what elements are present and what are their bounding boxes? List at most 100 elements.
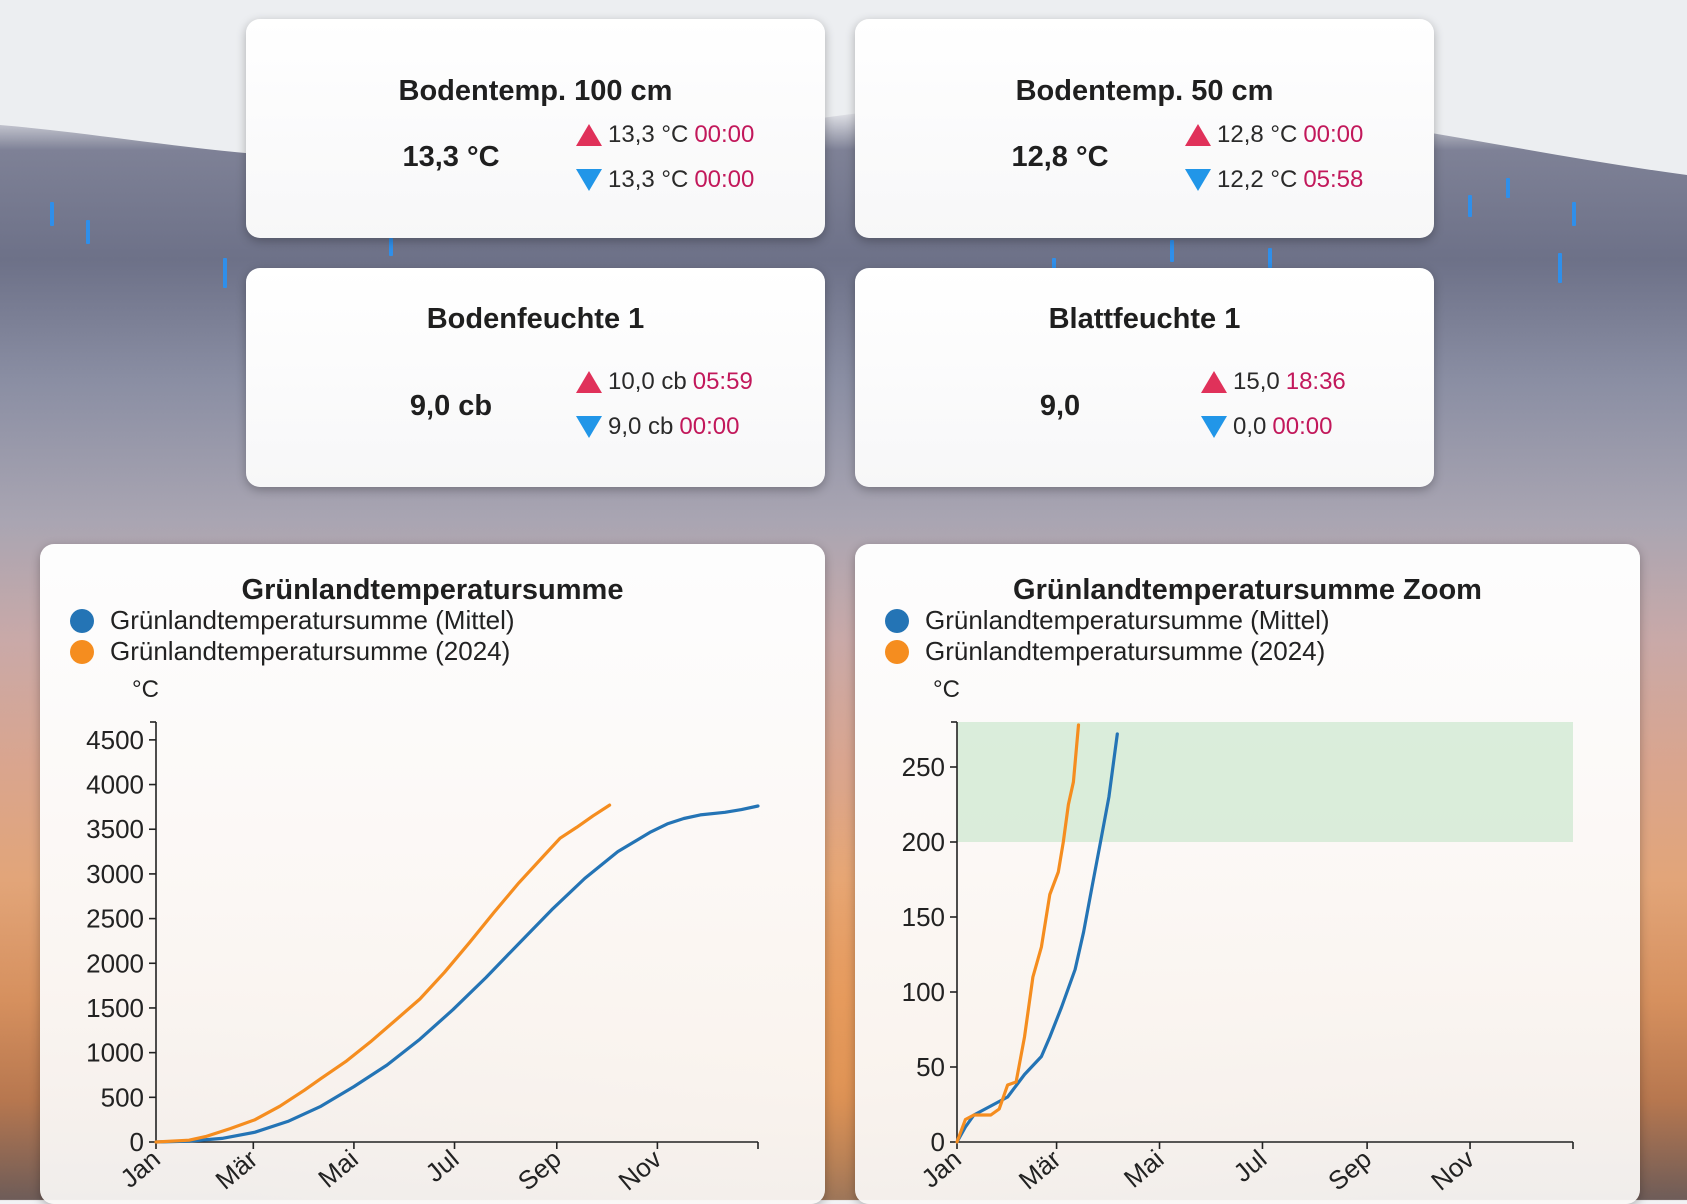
x-tick-label: Mai xyxy=(312,1144,363,1194)
circle-icon xyxy=(70,608,94,633)
current-value: 9,0 cb xyxy=(409,390,493,422)
y-tick-label: 50 xyxy=(916,1052,945,1082)
current-value: 9,0 xyxy=(1039,390,1081,422)
soil-moisture-card[interactable]: Bodenfeuchte 1 9,0 cb 10,0 cb 05:59 9,0 … xyxy=(246,268,825,487)
min-row: 13,3 °C 00:00 xyxy=(576,166,754,194)
min-row: 0,0 00:00 xyxy=(1201,413,1332,441)
max-value: 13,3 °C xyxy=(608,121,689,148)
rain-mark xyxy=(389,238,393,256)
x-tick-label: Mär xyxy=(1013,1143,1067,1195)
legend-item-2024[interactable]: Grünlandtemperatursumme (2024) xyxy=(70,636,515,667)
y-axis-unit: °C xyxy=(132,676,159,703)
triangle-down-icon xyxy=(1185,169,1211,191)
x-tick-label: Sep xyxy=(1322,1144,1377,1197)
circle-icon xyxy=(885,608,909,633)
x-tick-label: Jan xyxy=(114,1144,165,1194)
y-tick-label: 4500 xyxy=(86,725,144,755)
x-tick-label: Nov xyxy=(613,1144,668,1197)
soil-temp-50-card[interactable]: Bodentemp. 50 cm 12,8 °C 12,8 °C 00:00 1… xyxy=(855,19,1434,238)
y-tick-label: 1000 xyxy=(86,1038,144,1068)
circle-icon xyxy=(70,639,94,664)
x-tick-label: Mär xyxy=(210,1143,264,1195)
card-title: Bodentemp. 100 cm xyxy=(398,75,673,107)
max-time: 00:00 xyxy=(1303,121,1364,148)
min-value: 0,0 xyxy=(1233,413,1267,440)
triangle-up-icon xyxy=(576,124,602,146)
y-tick-label: 150 xyxy=(902,902,945,932)
rain-mark xyxy=(1170,240,1174,262)
max-value: 15,0 xyxy=(1233,368,1280,395)
chart-plot: 0 50 100 150 200 250 Jan Mär Mai Jul Sep Nov xyxy=(902,721,1574,1197)
x-tick-label: Jul xyxy=(1228,1144,1273,1188)
gts-zoom-chart-card[interactable]: Grünlandtemperatursumme Zoom Grünlandtem… xyxy=(855,544,1640,1204)
legend-item-mean[interactable]: Grünlandtemperatursumme (Mittel) xyxy=(70,605,515,636)
y-tick-label: 0 xyxy=(130,1127,144,1157)
triangle-down-icon xyxy=(1201,416,1227,438)
target-band xyxy=(957,722,1573,842)
max-row: 13,3 °C 00:00 xyxy=(576,121,754,149)
max-row: 15,0 18:36 xyxy=(1201,368,1346,396)
min-row: 9,0 cb 00:00 xyxy=(576,413,739,441)
rain-mark xyxy=(1572,202,1576,226)
chart-title: Grünlandtemperatursumme xyxy=(241,574,624,606)
triangle-up-icon xyxy=(1201,371,1227,393)
max-time: 00:00 xyxy=(694,121,755,148)
rain-mark xyxy=(1468,195,1472,217)
legend-item-mean[interactable]: Grünlandtemperatursumme (Mittel) xyxy=(885,605,1330,636)
x-tick-label: Mai xyxy=(1118,1144,1169,1194)
legend-item-2024[interactable]: Grünlandtemperatursumme (2024) xyxy=(885,636,1330,667)
rain-mark xyxy=(86,220,90,244)
max-time: 05:59 xyxy=(692,368,753,395)
card-title: Bodenfeuchte 1 xyxy=(426,303,645,335)
y-tick-label: 250 xyxy=(902,752,945,782)
current-value: 12,8 °C xyxy=(1011,141,1109,173)
max-time: 18:36 xyxy=(1285,368,1346,395)
legend-label: Grünlandtemperatursumme (2024) xyxy=(110,636,511,666)
legend-label: Grünlandtemperatursumme (Mittel) xyxy=(925,605,1330,635)
chart-plot: 0 500 1000 1500 2000 2500 3000 3500 4000 4500 Jan M… xyxy=(86,721,760,1197)
rain-mark xyxy=(1558,253,1562,283)
y-tick-label: 100 xyxy=(902,977,945,1007)
y-tick-label: 2000 xyxy=(86,948,144,978)
rain-mark xyxy=(1052,258,1056,270)
min-time: 05:58 xyxy=(1303,166,1364,193)
min-value: 9,0 cb xyxy=(608,413,674,440)
y-tick-label: 3500 xyxy=(86,814,144,844)
card-title: Blattfeuchte 1 xyxy=(1048,303,1241,335)
leaf-wetness-card[interactable]: Blattfeuchte 1 9,0 15,0 18:36 0,0 00:00 xyxy=(855,268,1434,487)
card-title: Bodentemp. 50 cm xyxy=(1015,75,1274,107)
y-tick-label: 4000 xyxy=(86,770,144,800)
soil-temp-100-card[interactable]: Bodentemp. 100 cm 13,3 °C 13,3 °C 00:00 … xyxy=(246,19,825,238)
series-line-mean xyxy=(955,732,1119,1144)
max-value: 12,8 °C xyxy=(1217,121,1298,148)
y-tick-label: 500 xyxy=(101,1082,144,1112)
series-line-mean xyxy=(154,804,760,1144)
y-tick-label: 3000 xyxy=(86,859,144,889)
min-value: 12,2 °C xyxy=(1217,166,1298,193)
x-tick-label: Sep xyxy=(512,1144,567,1197)
circle-icon xyxy=(885,639,909,664)
min-row: 12,2 °C 05:58 xyxy=(1185,166,1363,194)
y-tick-label: 2500 xyxy=(86,904,144,934)
series-line-2024 xyxy=(154,803,612,1144)
y-axis-unit: °C xyxy=(933,676,960,703)
y-tick-label: 1500 xyxy=(86,993,144,1023)
triangle-up-icon xyxy=(1185,124,1211,146)
rain-mark xyxy=(50,202,54,226)
x-tick-label: Jan xyxy=(915,1144,966,1194)
y-tick-label: 0 xyxy=(931,1127,945,1157)
max-row: 12,8 °C 00:00 xyxy=(1185,121,1363,149)
gts-chart-card[interactable]: Grünlandtemperatursumme Grünlandtemperat… xyxy=(40,544,825,1204)
max-row: 10,0 cb 05:59 xyxy=(576,368,753,396)
min-time: 00:00 xyxy=(694,166,755,193)
min-time: 00:00 xyxy=(679,413,740,440)
chart-legend: Grünlandtemperatursumme (Mittel) Grünlan… xyxy=(885,605,1330,667)
rain-mark xyxy=(223,258,227,288)
triangle-up-icon xyxy=(576,371,602,393)
chart-title: Grünlandtemperatursumme Zoom xyxy=(1013,574,1482,606)
rain-mark xyxy=(1506,178,1510,198)
x-tick-label: Nov xyxy=(1425,1144,1480,1197)
min-value: 13,3 °C xyxy=(608,166,689,193)
series-line-2024 xyxy=(955,723,1081,1144)
current-value: 13,3 °C xyxy=(402,141,500,173)
